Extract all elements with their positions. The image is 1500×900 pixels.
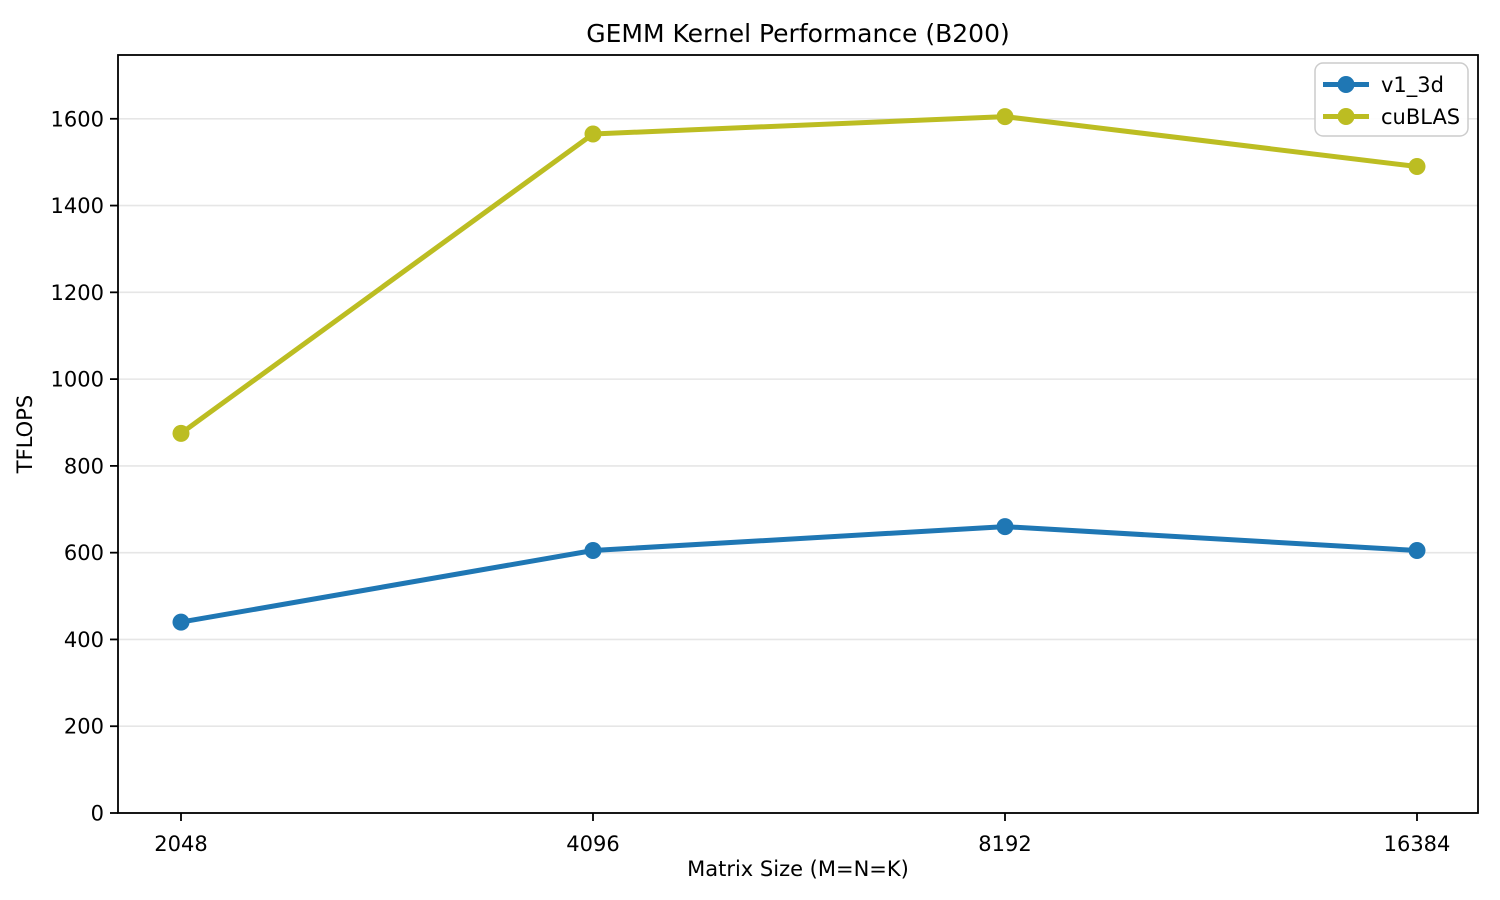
- x-tick-label: 2048: [154, 832, 207, 856]
- legend-item-cublas: cuBLAS: [1323, 105, 1460, 129]
- plot-border: [117, 54, 1479, 814]
- y-tick-label: 0: [91, 802, 104, 826]
- y-axis-label: TFLOPS: [13, 395, 37, 474]
- axes-layer: 0 200 400 600 800 1000 1200 1400 1600 2048 4096 819…: [51, 54, 1479, 856]
- x-tick-label: 8192: [978, 832, 1031, 856]
- y-tick-label: 1200: [51, 281, 104, 305]
- data-point-marker-cuBLAS: [584, 125, 602, 143]
- data-point-marker-v1_3d: [1408, 541, 1426, 559]
- data-point-marker-cuBLAS: [996, 108, 1014, 126]
- series-line-cuBLAS: [178, 114, 1420, 436]
- chart-title: GEMM Kernel Performance (B200): [586, 19, 1010, 48]
- data-point-marker-v1_3d: [996, 518, 1014, 536]
- y-tick-label: 1000: [51, 368, 104, 392]
- x-tick-label: 16384: [1384, 832, 1451, 856]
- y-tick-label: 800: [64, 454, 104, 478]
- y-tick-label: 600: [64, 541, 104, 565]
- y-tick-label: 1400: [51, 194, 104, 218]
- legend-label: cuBLAS: [1381, 105, 1460, 129]
- data-point-marker-v1_3d: [172, 613, 190, 631]
- series-layer: [172, 108, 1426, 631]
- x-axis-label: Matrix Size (M=N=K): [687, 857, 909, 881]
- data-point-marker-cuBLAS: [1408, 158, 1426, 176]
- x-tick-label: 4096: [566, 832, 619, 856]
- legend: v1_3d cuBLAS: [1314, 62, 1469, 137]
- legend-label: v1_3d: [1381, 73, 1444, 98]
- legend-marker-icon: [1337, 76, 1355, 93]
- legend-item-v1-3d: v1_3d: [1323, 73, 1444, 98]
- data-point-marker-v1_3d: [584, 541, 602, 559]
- data-point-marker-cuBLAS: [172, 424, 190, 442]
- y-tick-label: 1600: [51, 107, 104, 131]
- legend-marker-icon: [1337, 108, 1355, 125]
- y-tick-label: 200: [64, 715, 104, 739]
- gridlines-layer: [118, 117, 1478, 814]
- y-tick-label: 400: [64, 628, 104, 652]
- series-line-v1_3d: [178, 524, 1420, 625]
